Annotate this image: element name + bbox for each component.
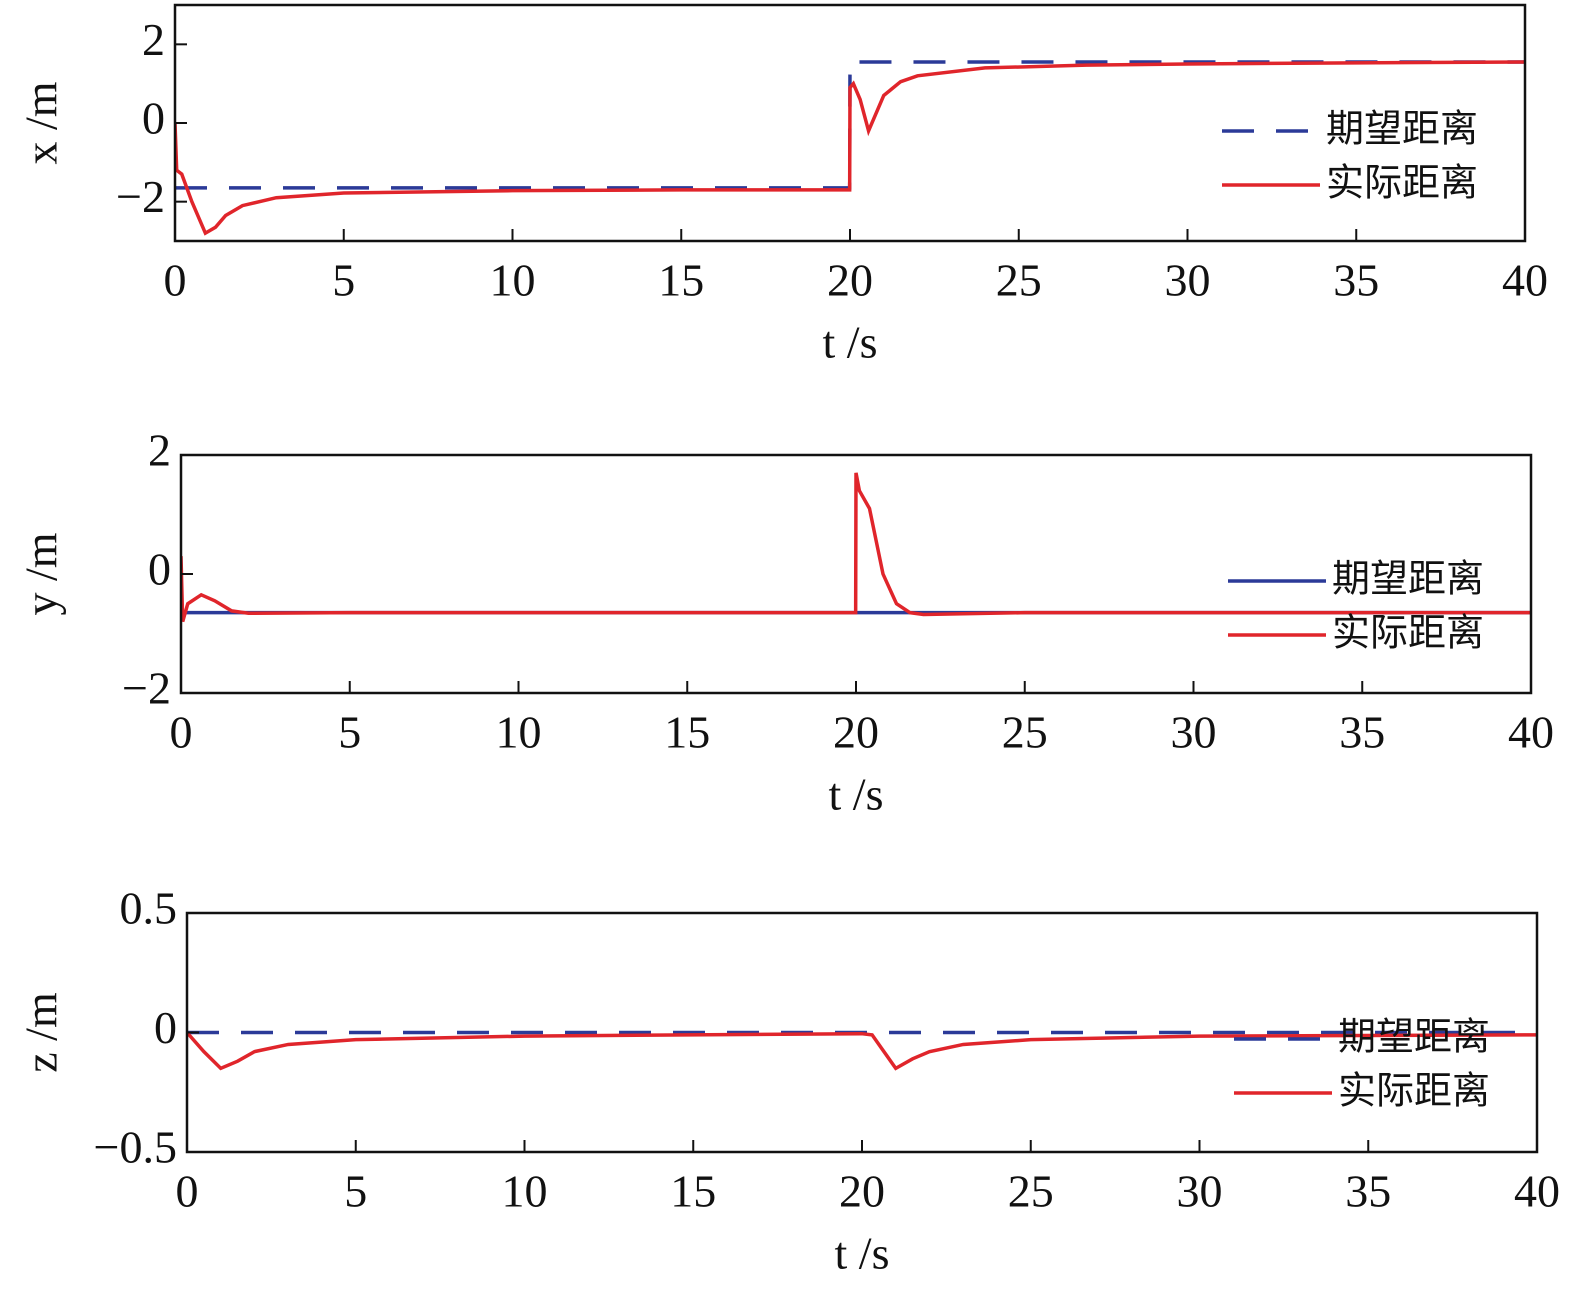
y-axis-label: y /m xyxy=(16,532,67,615)
x-tick-label: 35 xyxy=(1339,707,1385,758)
legend-label: 实际距离 xyxy=(1326,161,1478,205)
x-tick-label: 30 xyxy=(1177,1166,1223,1217)
x-tick-label: 10 xyxy=(502,1166,548,1217)
x-tick-label: 35 xyxy=(1333,255,1379,306)
x-tick-label: 25 xyxy=(996,255,1042,306)
y-tick-label: −2 xyxy=(116,171,165,222)
legend-label: 期望距离 xyxy=(1326,107,1478,151)
x-tick-label: 5 xyxy=(338,707,361,758)
legend-label: 实际距离 xyxy=(1332,611,1484,655)
x-axis-label: t /s xyxy=(823,317,878,368)
y-axis-label: z /m xyxy=(16,992,67,1073)
x-tick-label: 0 xyxy=(164,255,187,306)
x-tick-label: 0 xyxy=(170,707,193,758)
legend-label: 期望距离 xyxy=(1332,557,1484,601)
x-tick-label: 15 xyxy=(658,255,704,306)
x-tick-label: 40 xyxy=(1508,707,1554,758)
x-tick-label: 5 xyxy=(332,255,355,306)
series-line xyxy=(175,60,1525,190)
legend-label: 实际距离 xyxy=(1338,1069,1490,1113)
x-tick-label: 20 xyxy=(827,255,873,306)
series-line xyxy=(181,472,1531,623)
x-axis-label: t /s xyxy=(829,769,884,820)
series-line xyxy=(187,1031,1537,1071)
y-tick-label: 0 xyxy=(148,544,171,595)
x-tick-label: 40 xyxy=(1502,255,1548,306)
x-tick-label: 20 xyxy=(833,707,879,758)
x-tick-label: 15 xyxy=(664,707,710,758)
x-tick-label: 5 xyxy=(344,1166,367,1217)
x-tick-label: 20 xyxy=(839,1166,885,1217)
x-axis-label: t /s xyxy=(835,1228,890,1279)
series-line xyxy=(175,60,1525,236)
x-tick-label: 35 xyxy=(1345,1166,1391,1217)
y-tick-label: 0.5 xyxy=(120,883,178,934)
x-tick-label: 0 xyxy=(176,1166,199,1217)
y-tick-label: 0 xyxy=(142,93,165,144)
x-tick-label: 25 xyxy=(1002,707,1048,758)
y-tick-label: −2 xyxy=(122,663,171,714)
x-tick-label: 40 xyxy=(1514,1166,1560,1217)
x-tick-label: 10 xyxy=(496,707,542,758)
x-tick-label: 30 xyxy=(1165,255,1211,306)
y-tick-label: 2 xyxy=(142,14,165,65)
x-tick-label: 25 xyxy=(1008,1166,1054,1217)
y-tick-label: 0 xyxy=(154,1002,177,1053)
legend-label: 期望距离 xyxy=(1338,1015,1490,1059)
y-tick-label: 2 xyxy=(148,425,171,476)
y-axis-label: x /m xyxy=(16,81,67,164)
x-tick-label: 15 xyxy=(670,1166,716,1217)
x-tick-label: 10 xyxy=(490,255,536,306)
x-tick-label: 30 xyxy=(1171,707,1217,758)
y-tick-label: −0.5 xyxy=(94,1122,177,1173)
